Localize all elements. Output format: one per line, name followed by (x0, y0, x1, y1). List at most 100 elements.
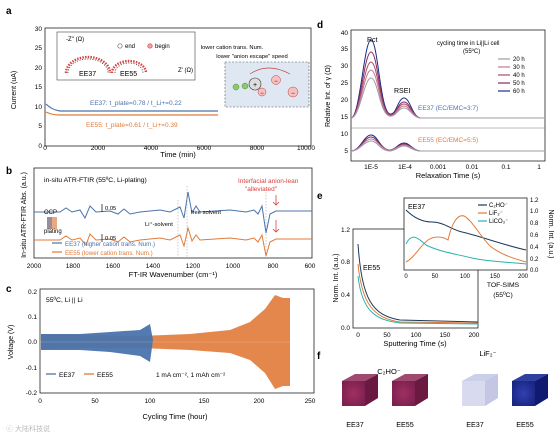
panel-d-ee55-curves (350, 134, 545, 152)
panel-a-ytick: 30 (35, 26, 43, 33)
cube-label: EE55 (396, 420, 414, 429)
panel-c-frame (39, 288, 315, 394)
panel-a-ylabel: Current (uA) (11, 71, 18, 110)
panel-a-ee37-curve (45, 103, 218, 112)
rsei-label: RSEI (394, 88, 410, 95)
panel-b-xtick: 1000 (226, 263, 241, 270)
legend-title-2: (55ºC) (463, 48, 480, 55)
free-solvent-label: free solvent (191, 210, 221, 216)
panel-d-letter: d (317, 20, 323, 31)
panel-e-right-ylabel: Norm. Int. (a.u.) (547, 209, 554, 258)
panel-a-ytick: 20 (35, 65, 43, 72)
panel-d-ytick: 20 (341, 97, 349, 104)
inset-xtick: 200 (518, 274, 529, 280)
ee55-lico3-curve (357, 275, 479, 325)
panel-d-xtick: 1E-4 (398, 164, 412, 171)
panel-b-title: in-situ ATR-FTIR (55ºC, Li-plating) (44, 177, 147, 184)
panel-c-ylabel: Voltage (V) (8, 325, 15, 360)
panel-c-ytick: 0.1 (28, 314, 37, 321)
inset-xtick: 0 (404, 274, 408, 280)
legend-item: 30 h (513, 65, 525, 71)
panel-b-ee55-spectrum (34, 226, 312, 257)
panel-b-ylabel: In-situ ATR-FTIR Abs. (a.u.) (21, 172, 28, 258)
svg-text:−: − (291, 91, 295, 97)
species-2-label: LiF₂⁻ (479, 349, 496, 358)
panel-c-xtick: 150 (199, 398, 210, 405)
panel-e-letter: e (317, 191, 323, 202)
panel-d-ee37-label: EE37 (EC/EMC=3:7) (418, 105, 478, 112)
inset-label-ee55: EE55 (120, 71, 137, 78)
inset-label-ee37: EE37 (79, 71, 96, 78)
panel-a-inset-arcs (64, 55, 148, 74)
panel-c-xlabel: Cycling Time (hour) (142, 412, 208, 421)
schematic-anion-icon (287, 86, 299, 98)
scale-label-1: 0.05 (105, 206, 116, 212)
ocp-label: OCP (44, 210, 57, 216)
panel-a-xlabel: Time (min) (160, 150, 196, 159)
legend-item: 50 h (513, 81, 525, 87)
panel-b-xtick: 2000 (27, 263, 42, 270)
panel-e-xlabel: Sputtering Time (s) (383, 339, 447, 348)
panel-b-xtick: 1400 (146, 263, 161, 270)
watermark: ⓒ 大陆科技说 (6, 424, 50, 433)
panel-a-ytick: 25 (35, 45, 43, 52)
panel-d-legend: 20 h 30 h 40 h 50 h 60 h (498, 57, 525, 95)
cube-lif2-ee55 (512, 374, 548, 406)
panel-d-ee55-label: EE55 (EC/EMC=5:5) (418, 137, 478, 144)
panel-c-xtick: 100 (145, 398, 156, 405)
legend-ee37-label: EE37 (59, 372, 75, 379)
arrow-down-icon (272, 220, 280, 233)
panel-a-inset-xlabel: Z' (Ω) (178, 68, 193, 74)
panel-e-xticks: 0 50 100 150 200 (356, 332, 480, 339)
panel-c-yticks: -0.2 -0.1 0.0 0.1 0.2 (26, 289, 38, 397)
legend-item: 60 h (513, 89, 525, 95)
legend-title-1: cycling time in Li||Li cell (437, 41, 499, 47)
panel-a-xtick: 6000 (197, 145, 212, 152)
panel-e-legend: C₂HO⁻ LiF₂⁻ LiCO₃⁻ (478, 203, 508, 225)
plating-label: plating (44, 229, 62, 235)
arrow-down-icon (272, 195, 280, 206)
scale-label-2: 0.05 (105, 236, 116, 242)
ee55-lif2-curve (357, 263, 479, 324)
panel-d-ee37-curves (350, 39, 545, 119)
panel-a-ee55-text: EE55: t_plate=0.61 / t_Li+=0.39 (86, 122, 178, 129)
panel-d-xticks: 1E-5 1E-4 0.001 0.01 0.1 1 (364, 164, 541, 171)
panel-c-condition: 1 mA cm⁻², 1 mAh cm⁻² (156, 372, 226, 379)
panel-e-ylabel: Norm. Int. (a.u.) (333, 253, 340, 302)
svg-text:+: + (253, 82, 257, 89)
cube-c2ho-ee55 (392, 374, 428, 406)
panel-a-xtick: 2000 (91, 145, 106, 152)
ee37-lico3-curve (405, 236, 527, 265)
schematic-li-icon (241, 82, 249, 90)
rct-label: Rct (367, 37, 378, 44)
panel-d-xtick: 1E-5 (364, 164, 378, 171)
inset-ytick: 1.2 (530, 198, 539, 204)
li-solvent-label: Li⁺-solvent (145, 221, 173, 228)
tof-label-2: (55ºC) (493, 292, 512, 299)
tof-label-1: TOF-SIMS (487, 282, 520, 289)
panel-d-yticks: 5 10 15 20 25 30 35 40 (341, 30, 349, 155)
panel-c-xtick: 0 (38, 398, 42, 405)
schematic-anion-icon (257, 87, 267, 97)
panel-f-letter: f (317, 351, 321, 362)
panel-d-xtick: 0.001 (430, 164, 447, 171)
panel-e-ytick: 0.8 (341, 259, 350, 266)
panel-d-frame (350, 29, 546, 162)
panel-b-ee37-spectrum (34, 191, 312, 234)
panel-a-ytick: 10 (35, 104, 43, 111)
panel-e-inset-yticks: 0.0 0.2 0.4 0.6 0.8 1.0 1.2 (530, 198, 539, 274)
inset-ytick: 0.0 (530, 268, 539, 274)
cube-label: EE55 (516, 420, 534, 429)
panel-d-xlabel: Relaxation Time (s) (416, 171, 481, 180)
schematic-li-icon (232, 83, 240, 91)
panel-c-ytick: 0.0 (28, 339, 37, 346)
panel-e-ee37-label: EE37 (408, 204, 425, 211)
panel-a-note-1: lower cation trans. Num. (201, 45, 264, 51)
panel-d-ytick: 40 (341, 30, 349, 37)
panel-e-xtick: 150 (440, 332, 451, 339)
inset-ytick: 0.8 (530, 221, 539, 227)
panel-a-inset (56, 31, 196, 81)
legend-item: 20 h (513, 57, 525, 63)
inset-ytick: 0.2 (530, 257, 539, 263)
species-1-label: C₂HO⁻ (377, 367, 401, 376)
